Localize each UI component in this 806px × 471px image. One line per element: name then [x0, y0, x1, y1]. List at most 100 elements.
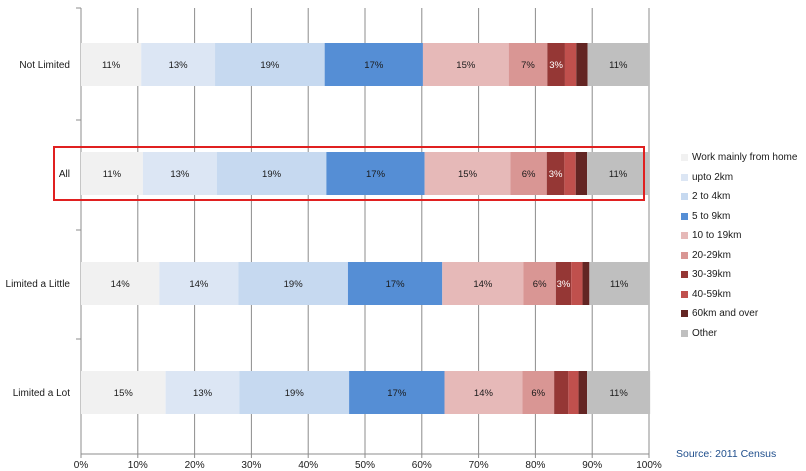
data-label: 15%: [458, 169, 478, 180]
legend-swatch: [681, 212, 688, 220]
legend-item: 60km and over: [681, 304, 797, 324]
bar-segment: [510, 152, 547, 195]
bar-segment: [239, 371, 350, 414]
data-label: 13%: [170, 169, 190, 180]
bar-segment: [587, 371, 651, 414]
bar-segment: [564, 43, 577, 86]
bar-segment: [424, 152, 511, 195]
data-label: 14%: [474, 388, 494, 399]
x-tick-label: 60%: [412, 460, 432, 471]
legend-swatch: [681, 251, 688, 259]
data-label: 17%: [387, 388, 407, 399]
data-label: 6%: [522, 169, 536, 180]
bar-segment: [508, 43, 548, 86]
x-tick-label: 30%: [241, 460, 261, 471]
legend-item: upto 2km: [681, 168, 797, 188]
legend-label: 20-29km: [692, 249, 731, 261]
bar-segment: [576, 43, 588, 86]
category-label: All: [59, 169, 70, 180]
bar-segment: [546, 152, 565, 195]
bar-segment: [571, 262, 583, 305]
data-label: 17%: [364, 60, 384, 71]
data-label: 19%: [262, 169, 282, 180]
legend-label: Work mainly from home: [692, 152, 798, 164]
legend-label: upto 2km: [692, 171, 734, 183]
legend-swatch: [681, 329, 688, 337]
bar-segment: [216, 152, 327, 195]
legend-item: 40-59km: [681, 285, 797, 305]
chart-legend: Work mainly from home upto 2km 2 to 4km 5 t…: [681, 148, 797, 343]
data-label: 3%: [549, 169, 563, 180]
legend-label: 10 to 19km: [692, 230, 742, 242]
legend-swatch: [681, 173, 688, 181]
data-label: 13%: [169, 60, 189, 71]
data-label: 17%: [386, 279, 406, 290]
bar-segment: [81, 152, 143, 195]
bar-segment: [578, 371, 588, 414]
bar-segment: [81, 262, 160, 305]
bar-segment: [165, 371, 240, 414]
data-label: 11%: [610, 279, 629, 290]
bar-segment: [444, 371, 523, 414]
x-tick-label: 10%: [128, 460, 148, 471]
data-label: 19%: [285, 388, 305, 399]
bar-segment: [582, 262, 590, 305]
bar-segment: [522, 371, 555, 414]
bar-segment: [142, 152, 217, 195]
data-label: 11%: [609, 388, 628, 399]
data-label: 14%: [189, 279, 209, 290]
data-label: 3%: [549, 60, 563, 71]
bar-segment: [238, 262, 348, 305]
x-tick-label: 80%: [525, 460, 545, 471]
data-label: 3%: [557, 279, 571, 290]
data-label: 14%: [473, 279, 493, 290]
bar-segment: [81, 43, 142, 86]
legend-swatch: [681, 271, 688, 279]
bar-segment: [215, 43, 325, 86]
x-tick-label: 90%: [582, 460, 602, 471]
legend-item: Work mainly from home: [681, 148, 797, 168]
bar-segment: [523, 262, 556, 305]
legend-label: 40-59km: [692, 288, 731, 300]
bar-segment: [324, 43, 423, 86]
data-label: 6%: [533, 279, 547, 290]
data-label: 14%: [111, 279, 131, 290]
data-label: 19%: [260, 60, 280, 71]
legend-swatch: [681, 310, 688, 318]
x-tick-label: 20%: [185, 460, 205, 471]
legend-swatch: [681, 290, 688, 298]
x-tick-label: 40%: [298, 460, 318, 471]
bar-segment: [442, 262, 524, 305]
category-label: Not Limited: [19, 60, 70, 71]
legend-swatch: [681, 193, 688, 201]
x-tick-label: 50%: [355, 460, 375, 471]
legend-label: 2 to 4km: [692, 191, 731, 203]
legend-label: 60km and over: [692, 308, 759, 320]
category-label: Limited a Lot: [13, 388, 70, 399]
legend-swatch: [681, 232, 688, 240]
legend-item: Other: [681, 324, 797, 344]
data-label: 13%: [193, 388, 213, 399]
bar-segment: [347, 262, 443, 305]
bar-segment: [564, 152, 576, 195]
x-tick-label: 100%: [636, 460, 662, 471]
highlight-box: [53, 146, 645, 201]
legend-item: 5 to 9km: [681, 207, 797, 227]
bar-segment: [422, 43, 509, 86]
bar-segment: [159, 262, 239, 305]
source-note: Source: 2011 Census: [676, 448, 777, 460]
data-label: 11%: [102, 60, 121, 71]
bar-segment: [326, 152, 425, 195]
data-label: 17%: [366, 169, 386, 180]
data-label: 11%: [609, 60, 628, 71]
data-label: 7%: [521, 60, 535, 71]
data-label: 15%: [114, 388, 134, 399]
legend-item: 30-39km: [681, 265, 797, 285]
data-label: 6%: [531, 388, 545, 399]
legend-item: 2 to 4km: [681, 187, 797, 207]
legend-label: 5 to 9km: [692, 210, 731, 222]
bar-segment: [141, 43, 216, 86]
legend-swatch: [681, 154, 688, 162]
data-label: 15%: [456, 60, 476, 71]
